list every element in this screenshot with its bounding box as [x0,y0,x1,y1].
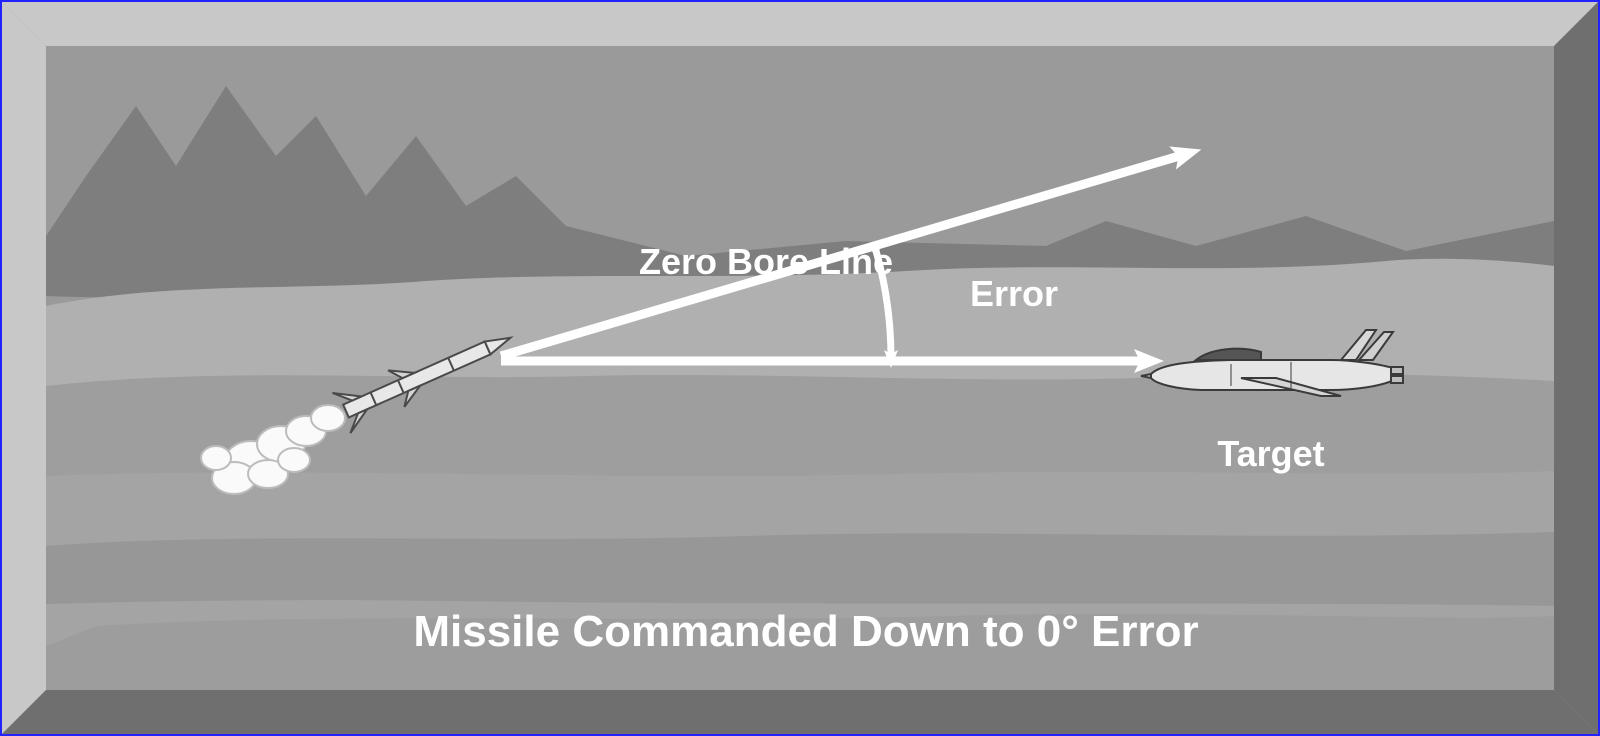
diagram-frame: Zero Bore Line Error Target Missile Comm… [0,0,1600,736]
target-label: Target [1217,433,1324,474]
zero-bore-line-label: Zero Bore Line [639,241,893,282]
scene: Zero Bore Line Error Target Missile Comm… [46,46,1554,690]
ground-patch [46,532,1554,606]
error-label: Error [970,273,1058,314]
caption-label: Missile Commanded Down to 0° Error [413,607,1198,656]
